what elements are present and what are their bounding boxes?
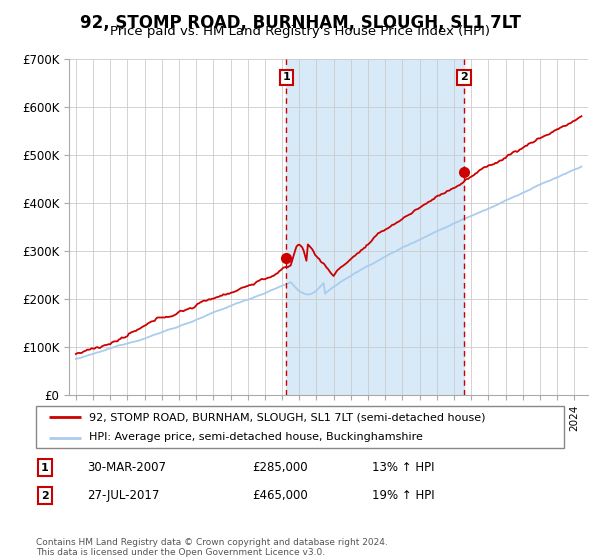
Text: 13% ↑ HPI: 13% ↑ HPI [372, 461, 434, 474]
Text: 92, STOMP ROAD, BURNHAM, SLOUGH, SL1 7LT: 92, STOMP ROAD, BURNHAM, SLOUGH, SL1 7LT [79, 14, 521, 32]
Bar [286, 59, 464, 395]
Text: £285,000: £285,000 [252, 461, 308, 474]
Text: 2: 2 [41, 491, 49, 501]
Text: 30-MAR-2007: 30-MAR-2007 [87, 461, 166, 474]
Text: 19% ↑ HPI: 19% ↑ HPI [372, 489, 434, 502]
Text: 2: 2 [460, 72, 468, 82]
Text: Contains HM Land Registry data © Crown copyright and database right 2024.
This d: Contains HM Land Registry data © Crown c… [36, 538, 388, 557]
Text: 1: 1 [283, 72, 290, 82]
Text: 1: 1 [41, 463, 49, 473]
Text: 27-JUL-2017: 27-JUL-2017 [87, 489, 160, 502]
Text: £465,000: £465,000 [252, 489, 308, 502]
FancyBboxPatch shape [36, 406, 564, 448]
Text: HPI: Average price, semi-detached house, Buckinghamshire: HPI: Average price, semi-detached house,… [89, 432, 422, 442]
Text: 92, STOMP ROAD, BURNHAM, SLOUGH, SL1 7LT (semi-detached house): 92, STOMP ROAD, BURNHAM, SLOUGH, SL1 7LT… [89, 412, 485, 422]
Text: Price paid vs. HM Land Registry's House Price Index (HPI): Price paid vs. HM Land Registry's House … [110, 25, 490, 38]
